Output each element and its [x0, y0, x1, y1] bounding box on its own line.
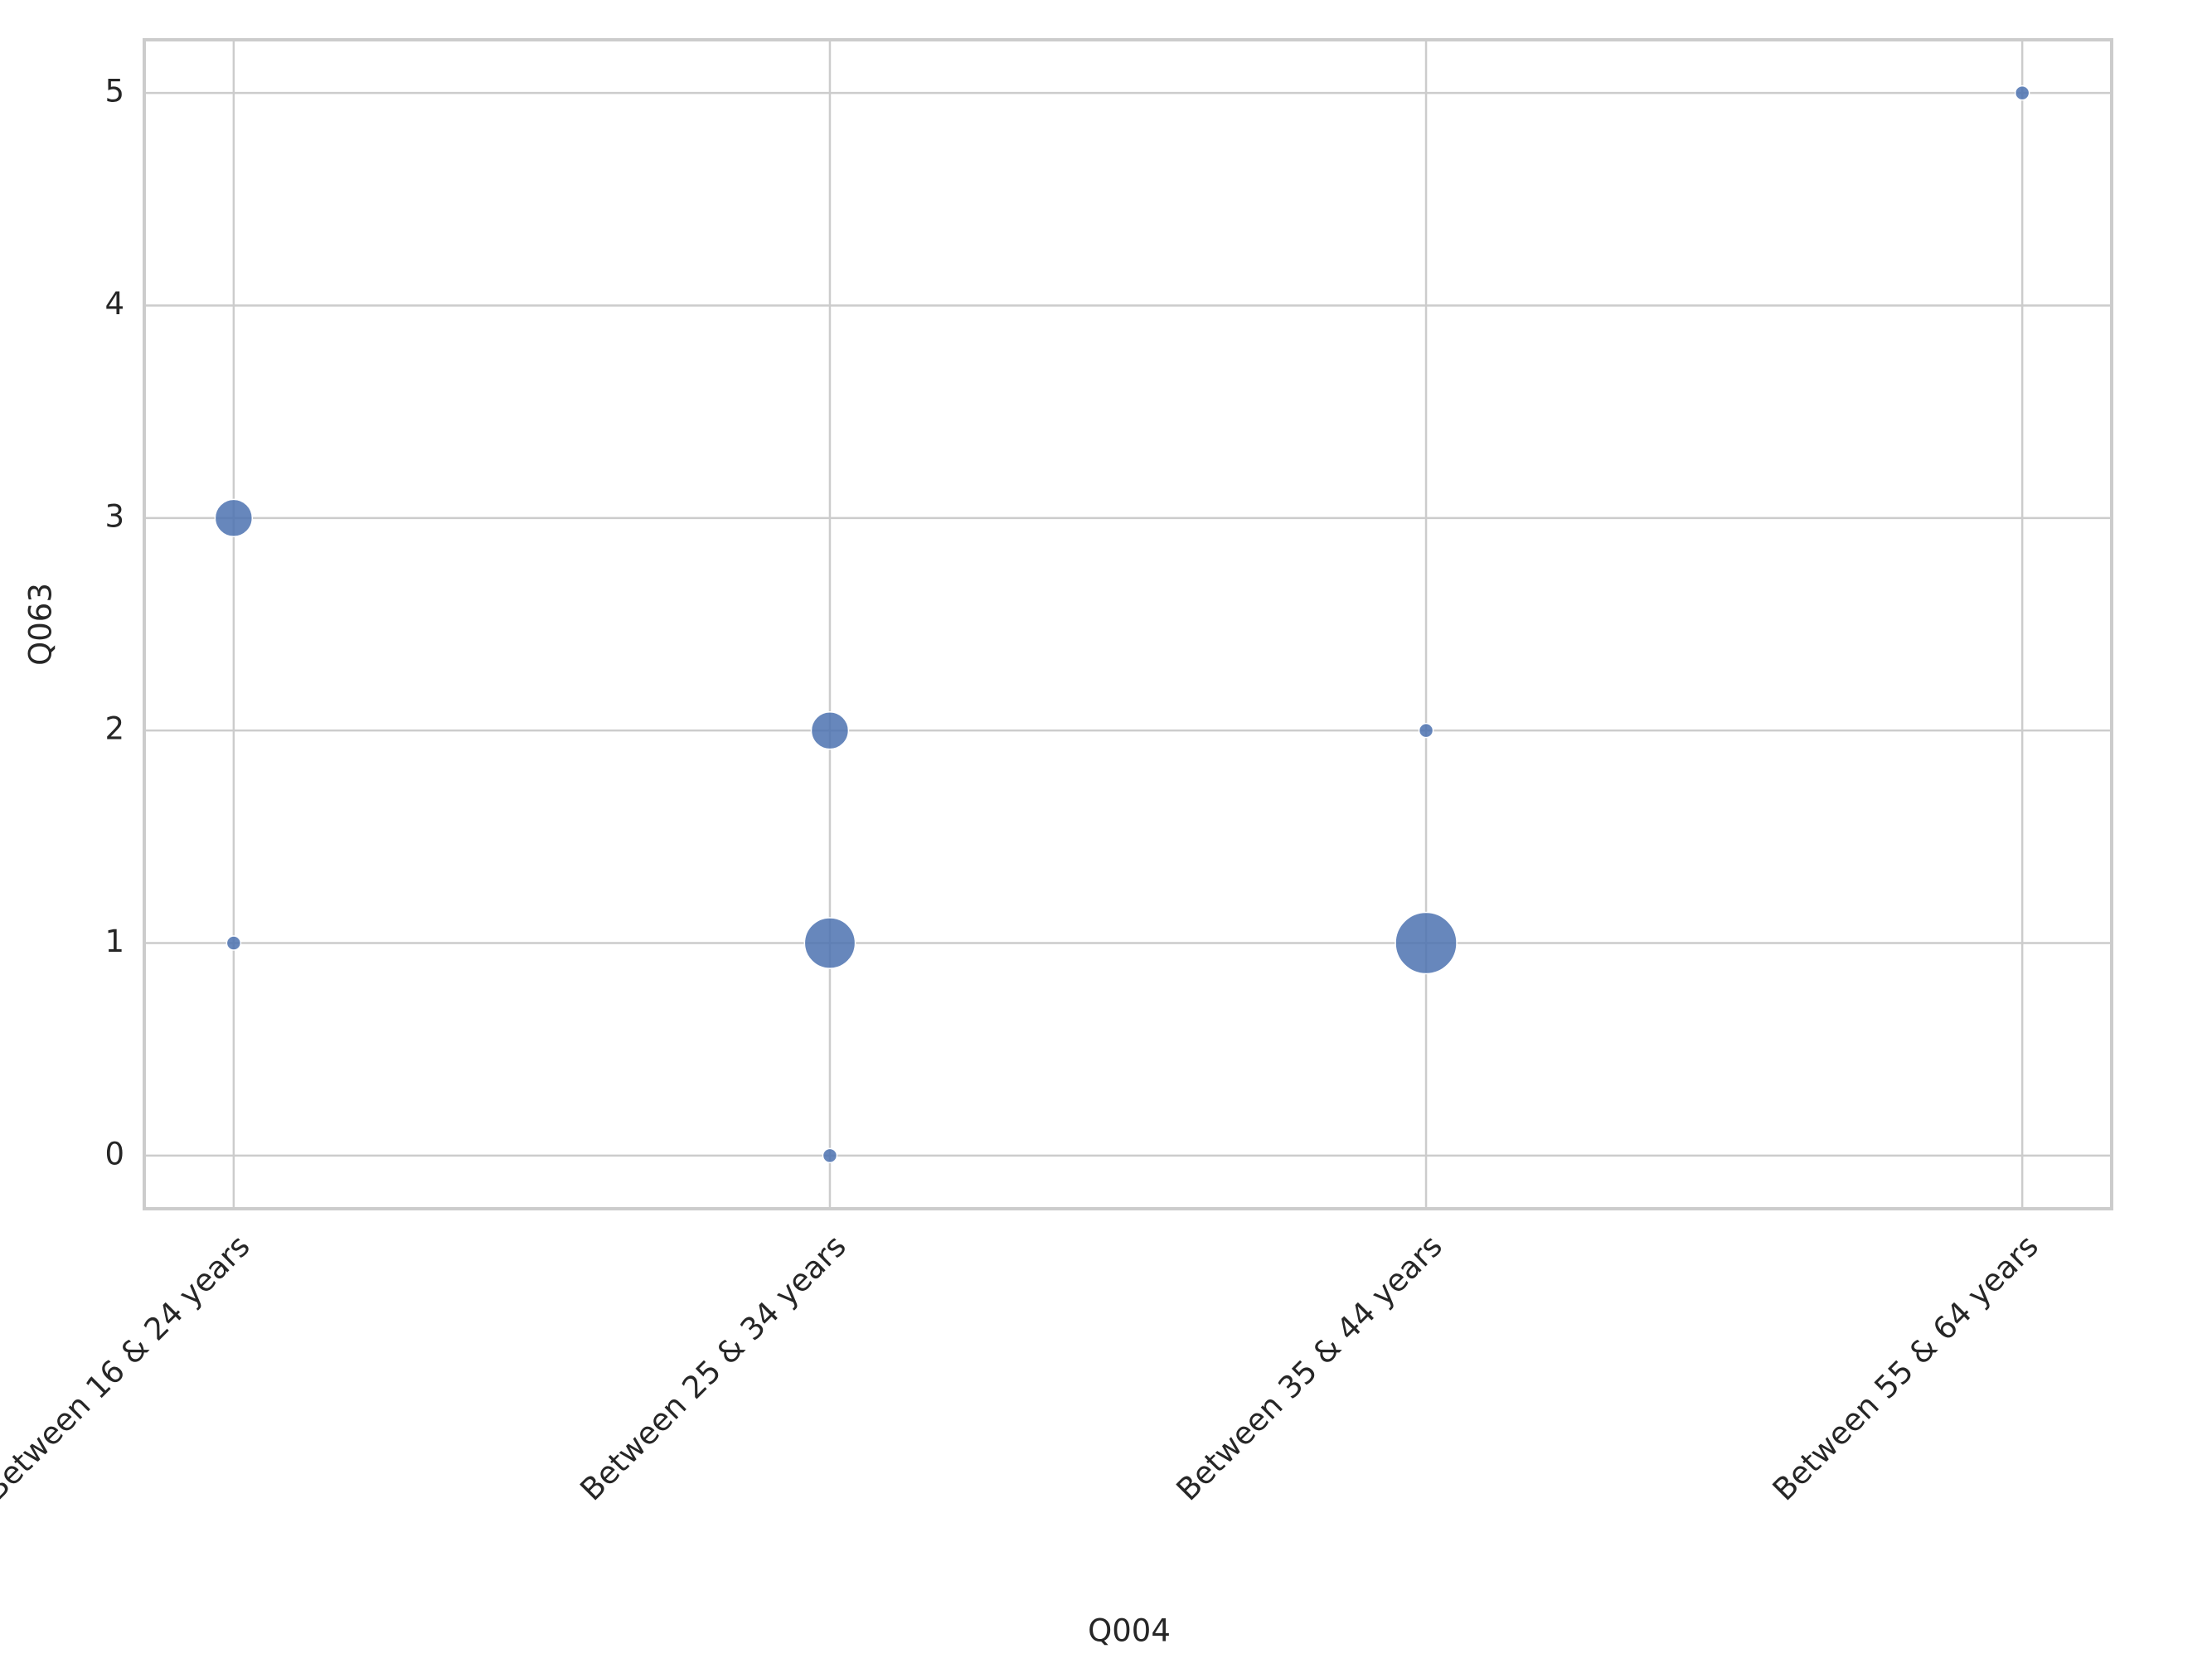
y-tick-label: 4 [104, 286, 124, 322]
bubble [810, 710, 850, 750]
y-tick-label: 5 [104, 74, 124, 109]
bubble [1395, 911, 1458, 975]
bubble [822, 1147, 838, 1164]
bubble [214, 498, 254, 538]
bubble [226, 935, 242, 951]
bubble [803, 917, 856, 969]
bubble [1418, 722, 1434, 739]
y-tick-label: 3 [104, 498, 124, 534]
y-tick-label: 2 [104, 711, 124, 747]
y-tick-label: 0 [104, 1136, 124, 1171]
x-tick-label: Between 25 & 34 years [574, 1228, 853, 1507]
y-axis-label: Q063 [23, 583, 59, 666]
x-axis-label: Q004 [1088, 1613, 1171, 1649]
plot-frame [143, 38, 2113, 1210]
bubble [2014, 85, 2030, 101]
x-tick-label: Between 35 & 44 years [1170, 1228, 1449, 1507]
x-tick-label: Between 55 & 64 years [1766, 1228, 2045, 1507]
y-tick-label: 1 [104, 924, 124, 959]
x-tick-label: Between 16 & 24 years [0, 1228, 257, 1507]
